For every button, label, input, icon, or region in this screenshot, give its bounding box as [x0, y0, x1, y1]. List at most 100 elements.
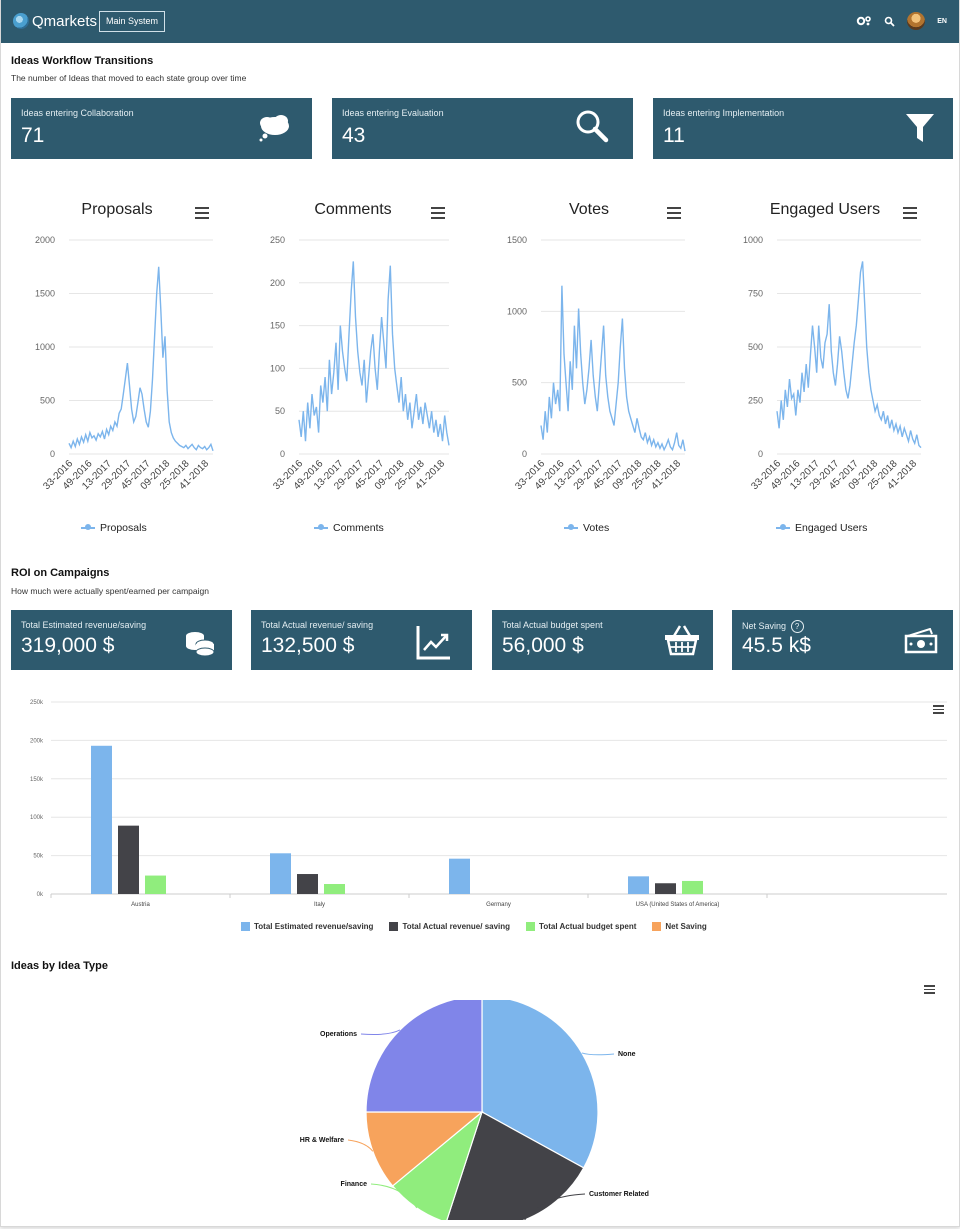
stat-label: Ideas entering Evaluation — [342, 108, 444, 118]
pie-connector — [370, 1183, 418, 1209]
bar-total-actual-budget-spent — [324, 884, 345, 894]
legend-engaged-users[interactable]: Engaged Users — [776, 522, 867, 534]
roi-section-subtitle: How much were actually spent/earned per … — [11, 586, 209, 596]
funnel-icon — [906, 114, 934, 142]
pie-label: Customer Related — [589, 1191, 649, 1198]
help-icon[interactable]: ? — [790, 620, 804, 633]
bar-chart-legend: Total Estimated revenue/saving Total Actu… — [241, 922, 707, 931]
stat-total-estimated: Total Estimated revenue/saving 319,000 $ — [11, 610, 232, 670]
y-tick-label: 100k — [30, 815, 44, 821]
workflow-section-subtitle: The number of Ideas that moved to each s… — [11, 73, 247, 83]
stat-value: 319,000 $ — [21, 634, 115, 657]
chart-title-proposals: Proposals — [81, 201, 153, 218]
stat-total-actual-revenue: Total Actual revenue/ saving 132,500 $ — [251, 610, 472, 670]
pie-label: None — [618, 1051, 636, 1058]
roi-section-title: ROI on Campaigns — [11, 567, 110, 579]
stat-value: 45.5 k$ — [742, 634, 811, 657]
pie-label: Operations — [320, 1031, 357, 1038]
coins-icon — [186, 632, 215, 657]
legend-label: Engaged Users — [795, 522, 868, 534]
legend-votes[interactable]: Votes — [564, 522, 609, 534]
y-tick-label: 250 — [270, 235, 285, 245]
y-tick-label: 750 — [748, 289, 763, 299]
stat-value: 43 — [342, 124, 366, 147]
chart-menu-icon[interactable] — [667, 207, 681, 219]
legend-item[interactable]: Total Actual revenue/ saving — [389, 922, 510, 931]
legend-label: Comments — [333, 522, 384, 534]
legend-label: Votes — [583, 522, 610, 534]
bar-total-estimated-revenue-saving — [270, 853, 291, 894]
bar-total-estimated-revenue-saving — [449, 858, 470, 894]
chart-title-votes: Votes — [568, 201, 610, 218]
legend-swatch — [241, 922, 250, 931]
y-tick-label: 2000 — [35, 235, 55, 245]
y-tick-label: 500 — [748, 342, 763, 352]
chart-menu-icon[interactable] — [431, 207, 445, 219]
legend-marker — [314, 524, 328, 530]
y-tick-label: 0 — [50, 449, 55, 459]
legend-label: Total Actual budget spent — [539, 922, 637, 931]
stat-label: Total Actual budget spent — [502, 620, 603, 630]
legend-comments[interactable]: Comments — [314, 522, 384, 534]
stat-label: Ideas entering Implementation — [663, 108, 785, 118]
pie-connector — [524, 1193, 586, 1220]
top-right-icons: EN — [856, 10, 947, 32]
chart-title-comments: Comments — [314, 201, 392, 218]
pie-label: Finance — [341, 1181, 368, 1188]
pie-connector — [581, 1052, 615, 1056]
pie-section-title: Ideas by Idea Type — [11, 960, 109, 972]
bar-chart-menu-icon[interactable] — [933, 705, 944, 717]
series-line — [68, 266, 214, 452]
stat-total-budget-spent: Total Actual budget spent 56,000 $ — [492, 610, 713, 670]
legend-marker — [776, 524, 790, 530]
legend-item[interactable]: Net Saving — [652, 922, 707, 931]
magnifier-icon — [576, 110, 609, 143]
pie-chart-menu-icon[interactable] — [924, 985, 935, 997]
y-tick-label: 1000 — [507, 306, 527, 316]
line-chart-votes: 05001000150033-201649-201613-201729-2017… — [507, 235, 686, 492]
stat-label: Total Estimated revenue/saving — [21, 620, 147, 630]
chart-menu-icon[interactable] — [195, 207, 209, 219]
legend-label: Total Estimated revenue/saving — [254, 922, 374, 931]
gears-icon[interactable] — [856, 15, 872, 27]
pie-slice-hr-welfare — [365, 1111, 484, 1187]
money-icon — [904, 628, 938, 654]
qmarkets-logo[interactable]: Qmarkets — [13, 10, 97, 32]
stat-label: Net Saving ? — [742, 620, 804, 633]
stat-label-text: Net Saving — [742, 621, 787, 631]
legend-marker — [564, 524, 578, 530]
x-category-label: Italy — [314, 902, 325, 908]
roi-bar-chart: 0k 50k 100k 150k 200k 250k Austria Italy Germany… — [30, 700, 947, 908]
y-tick-label: 250 — [748, 396, 763, 406]
y-tick-label: 150 — [270, 321, 285, 331]
basket-icon — [665, 625, 699, 656]
y-tick-label: 50k — [33, 854, 44, 860]
bar-total-actual-revenue-saving — [297, 874, 318, 894]
search-icon[interactable] — [884, 16, 895, 27]
bar-total-estimated-revenue-saving — [91, 745, 112, 894]
series-line — [776, 261, 922, 449]
language-selector[interactable]: EN — [937, 17, 947, 25]
chart-menu-icon[interactable] — [903, 207, 917, 219]
user-avatar[interactable] — [907, 12, 926, 30]
legend-swatch — [389, 922, 399, 931]
y-tick-label: 1500 — [507, 235, 527, 245]
bar-total-actual-revenue-saving — [118, 825, 139, 894]
line-chart-proposals: 050010001500200033-201649-201613-201729-… — [35, 235, 214, 492]
line-charts-area: 050010001500200033-201649-201613-201729-… — [35, 235, 922, 492]
x-category-label: Austria — [131, 902, 150, 908]
legend-proposals[interactable]: Proposals — [81, 522, 147, 534]
pie-slice-operations — [365, 1000, 483, 1113]
legend-item[interactable]: Total Actual budget spent — [526, 922, 636, 931]
x-category-label: USA (United States of America) — [636, 902, 720, 908]
legend-label: Net Saving — [665, 922, 707, 931]
legend-swatch — [652, 922, 662, 931]
legend-marker — [81, 524, 95, 530]
y-tick-label: 1000 — [743, 235, 763, 245]
main-system-button[interactable]: Main System — [99, 11, 166, 32]
workflow-section-title: Ideas Workflow Transitions — [11, 55, 154, 67]
legend-label: Proposals — [100, 522, 147, 534]
y-tick-label: 50 — [275, 406, 285, 416]
legend-item[interactable]: Total Estimated revenue/saving — [241, 922, 373, 931]
